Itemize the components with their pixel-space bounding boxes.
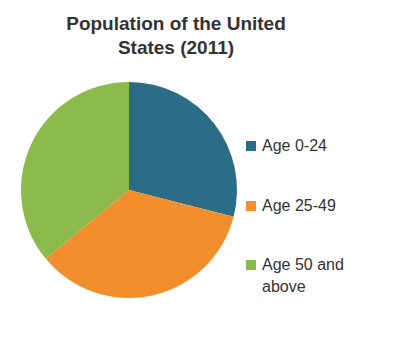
legend-swatch xyxy=(246,201,256,211)
legend: Age 0-24 Age 25-49 Age 50 and above xyxy=(246,137,344,295)
pie-slice xyxy=(21,82,129,259)
text-line: above xyxy=(262,278,306,295)
chart-title: Population of the United States (2011) xyxy=(66,13,286,58)
legend-label: Age 50 and above xyxy=(262,256,344,295)
legend-swatch xyxy=(246,260,256,270)
text-line: Population of the United xyxy=(66,13,286,34)
legend-swatch xyxy=(246,141,256,151)
chart-svg: Population of the United States (2011) Age… xyxy=(0,0,400,362)
legend-label: Age 0-24 xyxy=(262,137,327,154)
text-line: Age 0-24 xyxy=(262,137,327,154)
text-line: Age 25-49 xyxy=(262,197,336,214)
legend-label: Age 25-49 xyxy=(262,197,336,214)
text-line: States (2011) xyxy=(118,37,234,58)
text-line: Age 50 and xyxy=(262,256,344,273)
pie xyxy=(21,82,237,298)
chart-container: Population of the United States (2011) Age… xyxy=(0,0,400,362)
